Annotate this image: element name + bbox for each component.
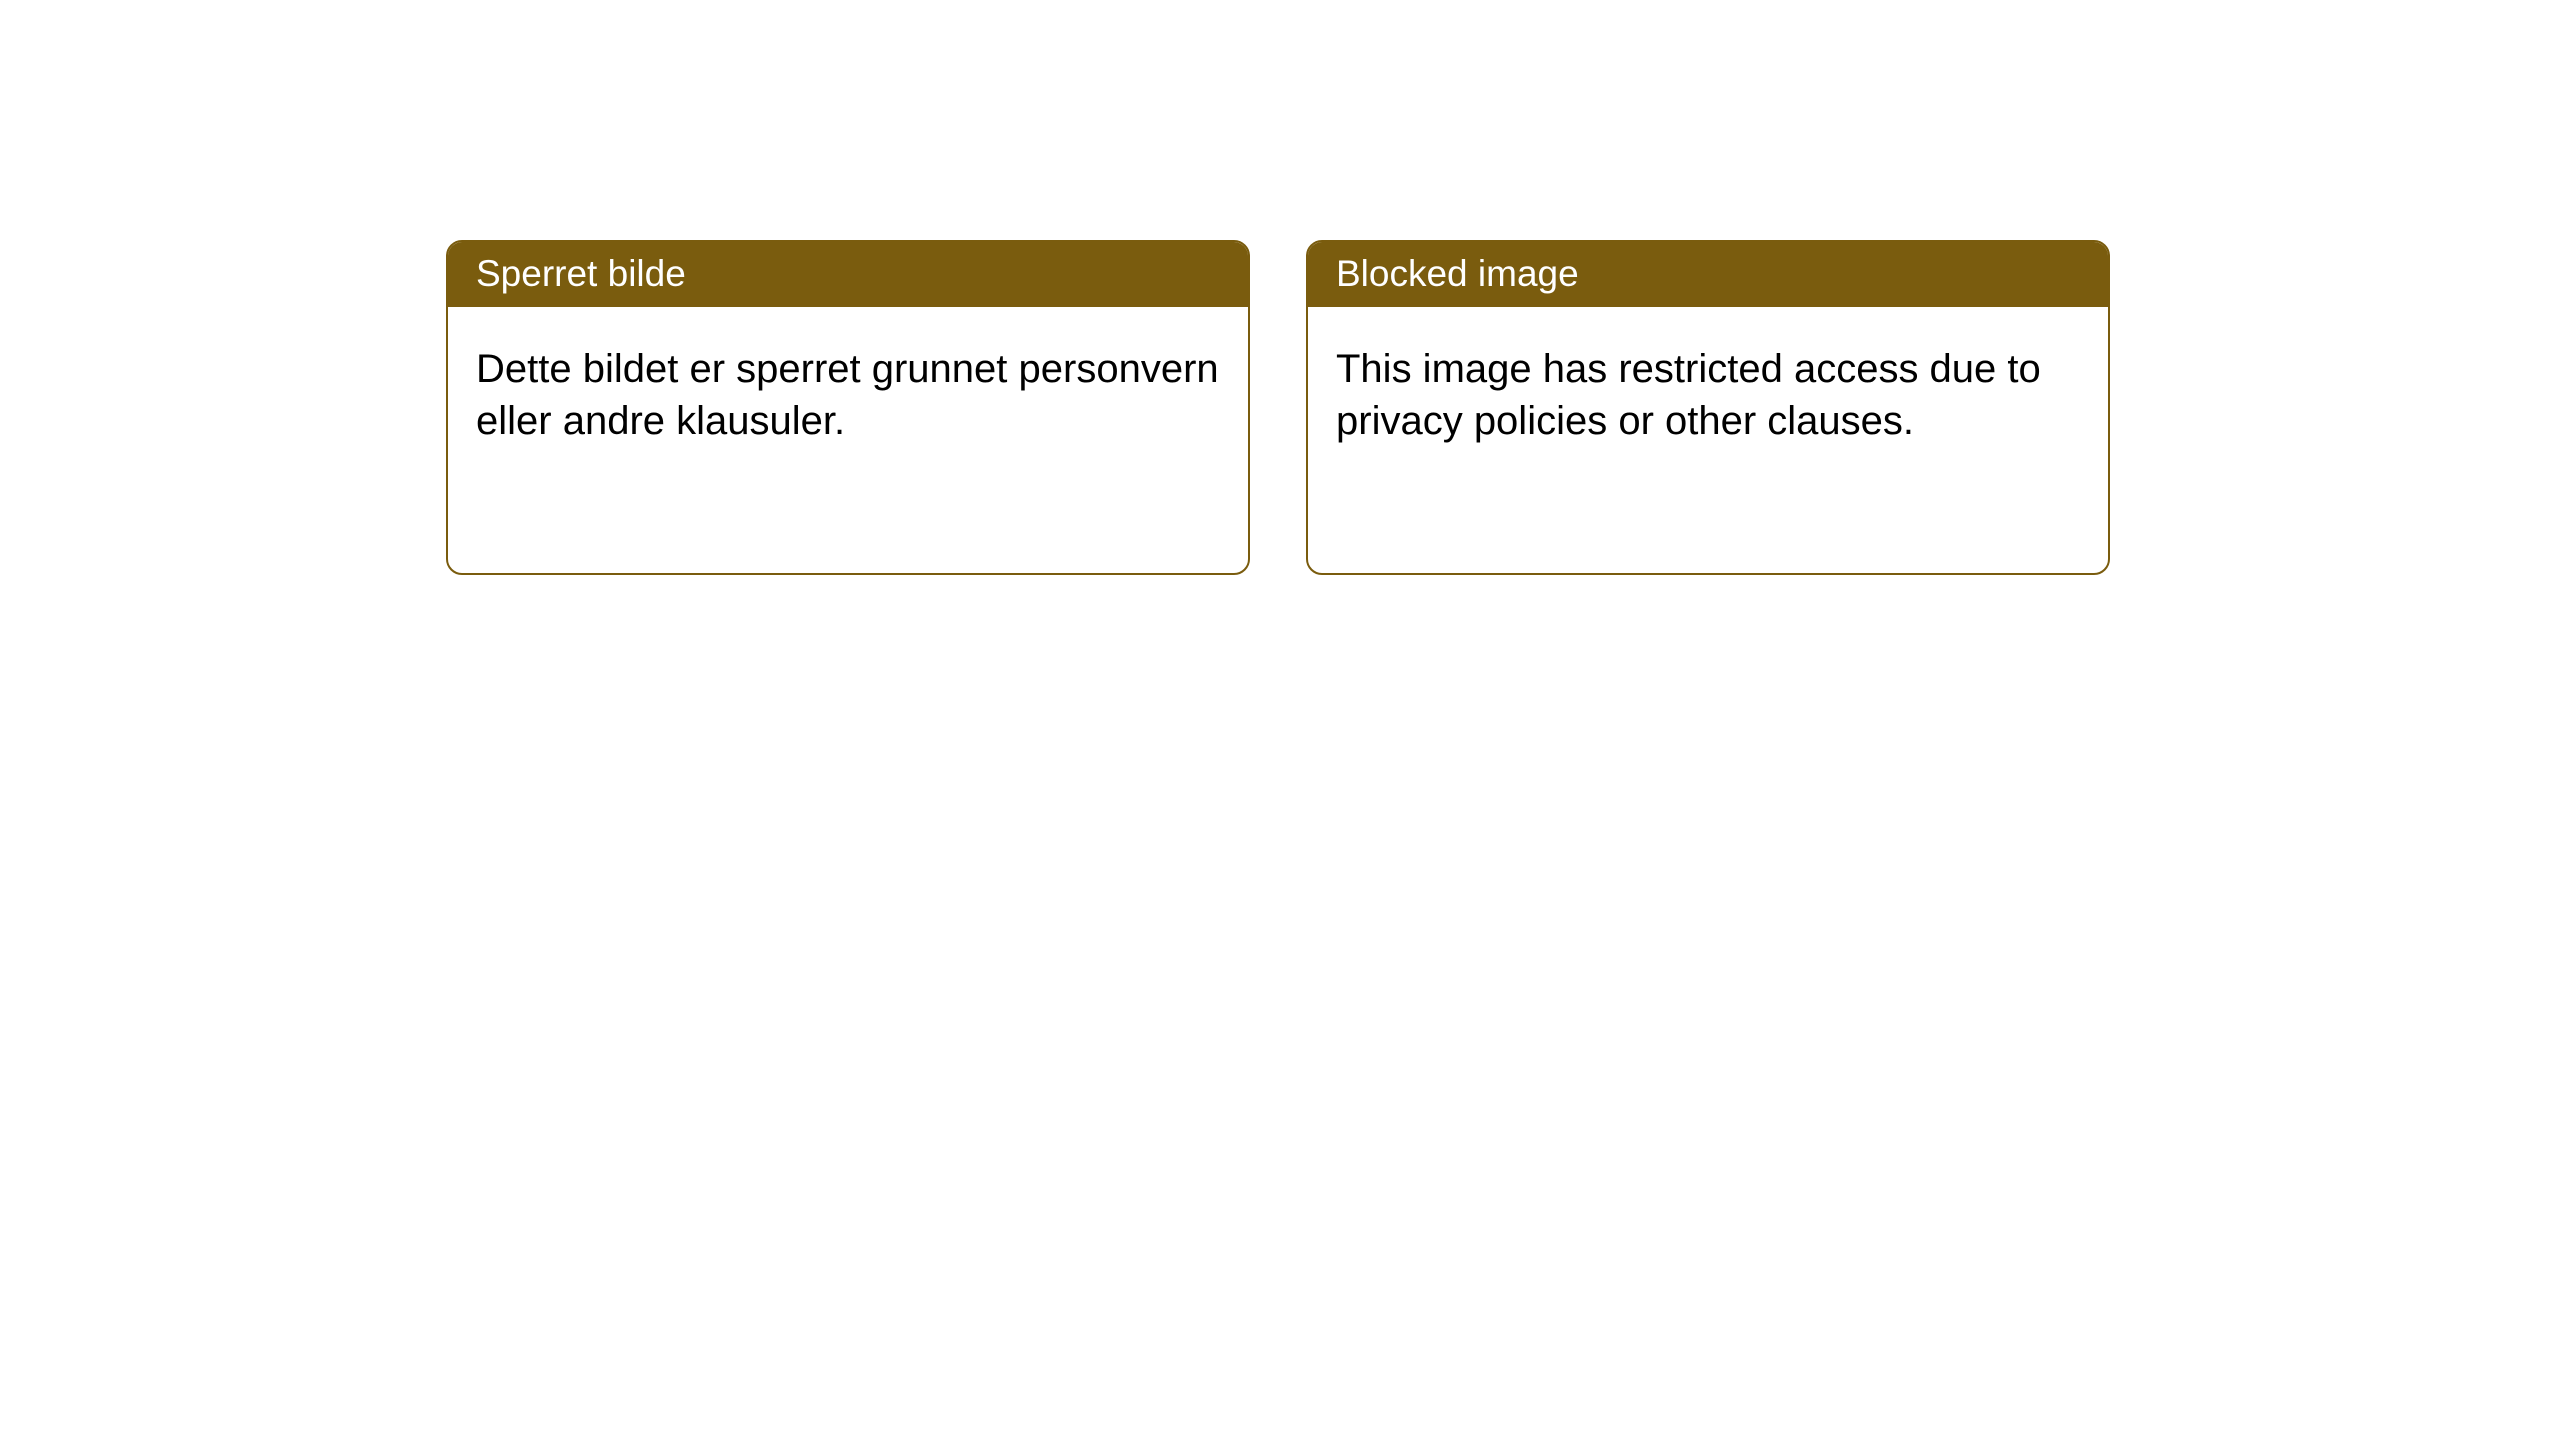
- notice-body: Dette bildet er sperret grunnet personve…: [448, 307, 1248, 475]
- notice-card-norwegian: Sperret bilde Dette bildet er sperret gr…: [446, 240, 1250, 575]
- notice-body: This image has restricted access due to …: [1308, 307, 2108, 475]
- notice-container: Sperret bilde Dette bildet er sperret gr…: [0, 0, 2560, 575]
- notice-header: Sperret bilde: [448, 242, 1248, 307]
- notice-card-english: Blocked image This image has restricted …: [1306, 240, 2110, 575]
- notice-header: Blocked image: [1308, 242, 2108, 307]
